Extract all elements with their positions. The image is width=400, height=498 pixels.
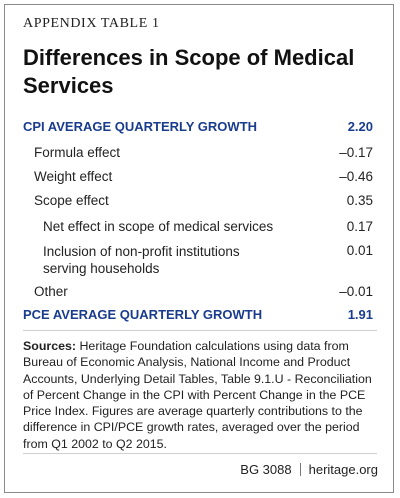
divider [23,453,377,454]
row-label: Weight effect [34,169,113,184]
row-value: –0.01 [339,284,373,299]
table-row-pce-growth: PCE AVERAGE QUARTERLY GROWTH 1.91 [23,307,373,325]
table-row-net-effect-scope: Net effect in scope of medical services … [43,219,373,237]
table-row-non-profit-inclusion: Inclusion of non-profit institutions ser… [43,243,373,279]
sources-text: Heritage Foundation calculations using d… [23,339,372,451]
row-label-line: Inclusion of non-profit institutions [43,244,240,259]
table-row-cpi-growth: CPI AVERAGE QUARTERLY GROWTH 2.20 [23,119,373,137]
row-label: Formula effect [34,145,121,160]
sources-heading: Sources: [23,339,77,353]
footer: BG 3088 heritage.org [240,462,378,477]
appendix-table-card [4,4,394,493]
row-label: Other [34,284,68,299]
appendix-label: APPENDIX TABLE 1 [23,16,160,31]
row-value: 0.17 [346,219,373,234]
site-link[interactable]: heritage.org [308,462,378,477]
divider [23,330,377,331]
table-title: Differences in Scope of Medical Services [23,45,355,98]
row-value: –0.46 [339,169,373,184]
row-value: 1.91 [347,307,373,322]
row-label: Scope effect [34,193,109,208]
row-value: –0.17 [339,145,373,160]
row-label: PCE AVERAGE QUARTERLY GROWTH [23,307,263,322]
row-value: 2.20 [347,119,373,134]
sources-note: Sources: Heritage Foundation calculation… [23,338,377,452]
row-label: Inclusion of non-profit institutions ser… [43,243,240,277]
row-label: CPI AVERAGE QUARTERLY GROWTH [23,119,258,134]
table-row-scope-effect: Scope effect 0.35 [34,193,373,211]
row-label: Net effect in scope of medical services [43,219,274,234]
row-label-line: serving households [43,261,160,276]
table-row-weight-effect: Weight effect –0.46 [34,169,373,187]
table-row-other: Other –0.01 [34,284,373,302]
report-id: BG 3088 [240,462,292,477]
row-value: 0.35 [346,193,373,208]
footer-separator [299,463,301,476]
table-row-formula-effect: Formula effect –0.17 [34,145,373,163]
row-value: 0.01 [346,243,373,258]
